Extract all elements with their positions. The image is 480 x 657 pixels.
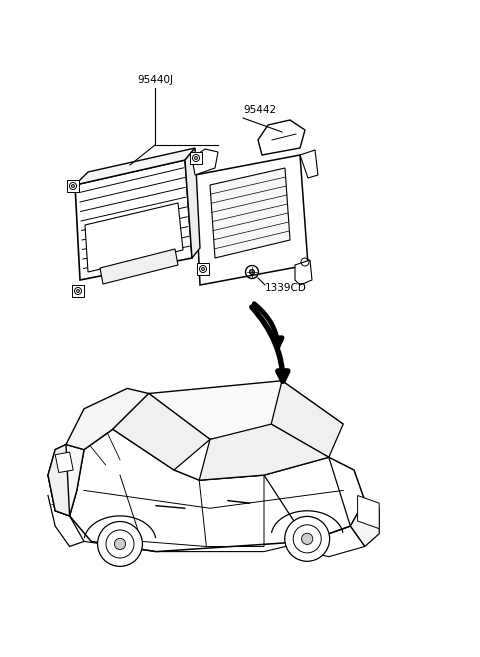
Polygon shape <box>199 424 329 480</box>
Polygon shape <box>271 381 343 457</box>
Circle shape <box>106 530 134 558</box>
Polygon shape <box>350 501 379 547</box>
Polygon shape <box>197 263 209 275</box>
Circle shape <box>97 522 143 566</box>
Polygon shape <box>48 445 70 516</box>
Polygon shape <box>66 388 149 449</box>
Polygon shape <box>100 249 178 284</box>
Text: 1339CD: 1339CD <box>265 283 307 293</box>
Polygon shape <box>48 445 84 516</box>
Circle shape <box>202 267 204 271</box>
Text: 95440J: 95440J <box>137 75 173 85</box>
Circle shape <box>285 516 330 561</box>
Polygon shape <box>258 120 305 155</box>
Polygon shape <box>67 180 79 192</box>
Polygon shape <box>192 149 218 175</box>
Circle shape <box>250 269 254 275</box>
Polygon shape <box>195 155 308 285</box>
Circle shape <box>194 156 197 160</box>
Circle shape <box>114 538 126 549</box>
Circle shape <box>301 533 313 545</box>
Polygon shape <box>75 160 192 280</box>
Polygon shape <box>358 495 379 529</box>
Circle shape <box>293 525 321 553</box>
Polygon shape <box>72 285 84 297</box>
Polygon shape <box>70 429 365 552</box>
Polygon shape <box>190 152 202 164</box>
Circle shape <box>72 185 74 187</box>
Polygon shape <box>185 148 200 258</box>
Polygon shape <box>210 168 290 258</box>
Circle shape <box>76 290 80 292</box>
Polygon shape <box>113 394 210 470</box>
Polygon shape <box>85 203 183 272</box>
Text: 95442: 95442 <box>243 105 276 115</box>
Polygon shape <box>149 381 343 440</box>
Polygon shape <box>75 148 195 185</box>
Polygon shape <box>55 452 73 472</box>
Polygon shape <box>300 150 318 178</box>
Polygon shape <box>295 260 312 285</box>
